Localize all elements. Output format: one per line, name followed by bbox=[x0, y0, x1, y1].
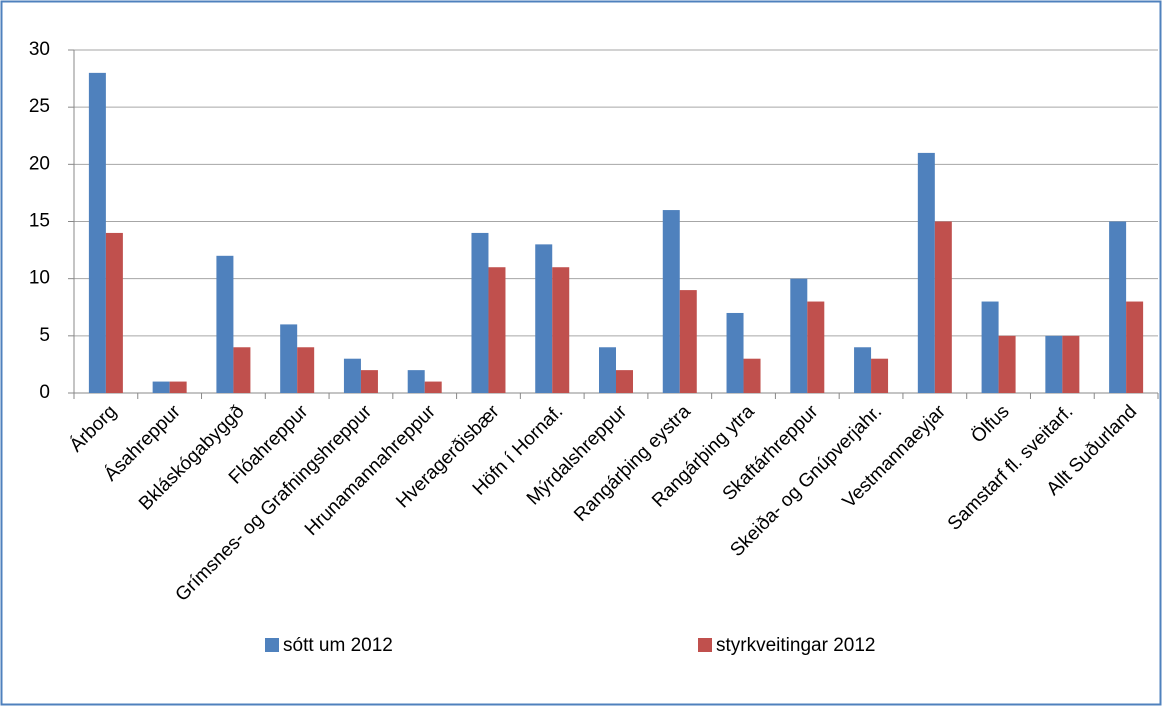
bar bbox=[216, 255, 234, 393]
y-tick-label: 5 bbox=[39, 325, 50, 346]
bar bbox=[360, 370, 378, 393]
bar bbox=[998, 335, 1016, 393]
bar bbox=[297, 347, 315, 393]
bar bbox=[917, 152, 935, 393]
bar bbox=[488, 267, 506, 393]
legend-label: sótt um 2012 bbox=[283, 635, 393, 656]
legend-swatch bbox=[698, 638, 712, 652]
y-tick-label: 0 bbox=[39, 382, 50, 403]
bar bbox=[535, 244, 553, 393]
bar bbox=[1062, 335, 1080, 393]
bar bbox=[552, 267, 570, 393]
bar bbox=[88, 72, 106, 393]
legend-label: styrkveitingar 2012 bbox=[716, 635, 875, 656]
bar bbox=[233, 347, 251, 393]
bar bbox=[343, 358, 361, 393]
bar bbox=[726, 312, 744, 393]
y-tick-label: 30 bbox=[29, 39, 50, 60]
y-tick-label: 25 bbox=[29, 96, 50, 117]
bar bbox=[407, 370, 425, 393]
bar bbox=[616, 370, 633, 393]
bar bbox=[105, 232, 123, 393]
bar bbox=[424, 381, 442, 393]
bar bbox=[790, 278, 808, 393]
bar bbox=[169, 381, 187, 393]
bar bbox=[871, 358, 889, 393]
legend-swatch bbox=[265, 638, 279, 652]
bar bbox=[471, 232, 489, 393]
bar bbox=[934, 221, 952, 393]
bar bbox=[807, 301, 825, 393]
y-tick-label: 20 bbox=[29, 153, 50, 174]
y-tick-label: 15 bbox=[29, 211, 50, 232]
bar bbox=[743, 358, 761, 393]
y-tick-label: 10 bbox=[29, 268, 50, 289]
bar bbox=[599, 347, 616, 393]
bar bbox=[679, 290, 697, 393]
bar bbox=[280, 324, 298, 393]
bar bbox=[662, 210, 680, 393]
bar bbox=[1126, 301, 1144, 393]
bar bbox=[1109, 221, 1127, 393]
bar bbox=[854, 347, 872, 393]
bar bbox=[1045, 335, 1063, 393]
bar bbox=[152, 381, 170, 393]
bar bbox=[981, 301, 999, 393]
